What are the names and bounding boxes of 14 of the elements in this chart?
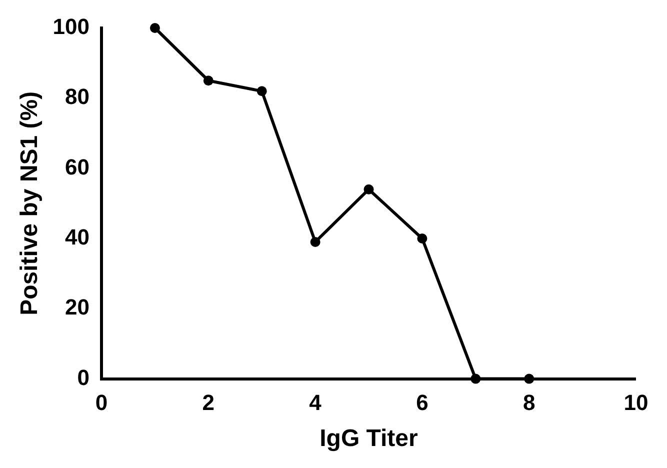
- y-tick-label: 40: [65, 224, 90, 250]
- y-tick-label: 100: [52, 14, 90, 40]
- x-tick-label: 10: [624, 390, 648, 416]
- x-tick-label: 4: [309, 390, 322, 416]
- x-tick-label: 0: [95, 390, 108, 416]
- y-tick-label: 20: [65, 294, 90, 320]
- x-tick-label: 6: [416, 390, 428, 416]
- x-axis-title: IgG Titer: [320, 425, 418, 452]
- y-tick-label: 80: [65, 84, 90, 110]
- x-tick-label: 2: [202, 390, 215, 416]
- x-tick-label: 8: [522, 390, 536, 416]
- y-tick-label: 60: [65, 154, 90, 180]
- y-axis-title: Positive by NS1 (%): [16, 91, 44, 316]
- y-tick-label: 0: [77, 364, 90, 390]
